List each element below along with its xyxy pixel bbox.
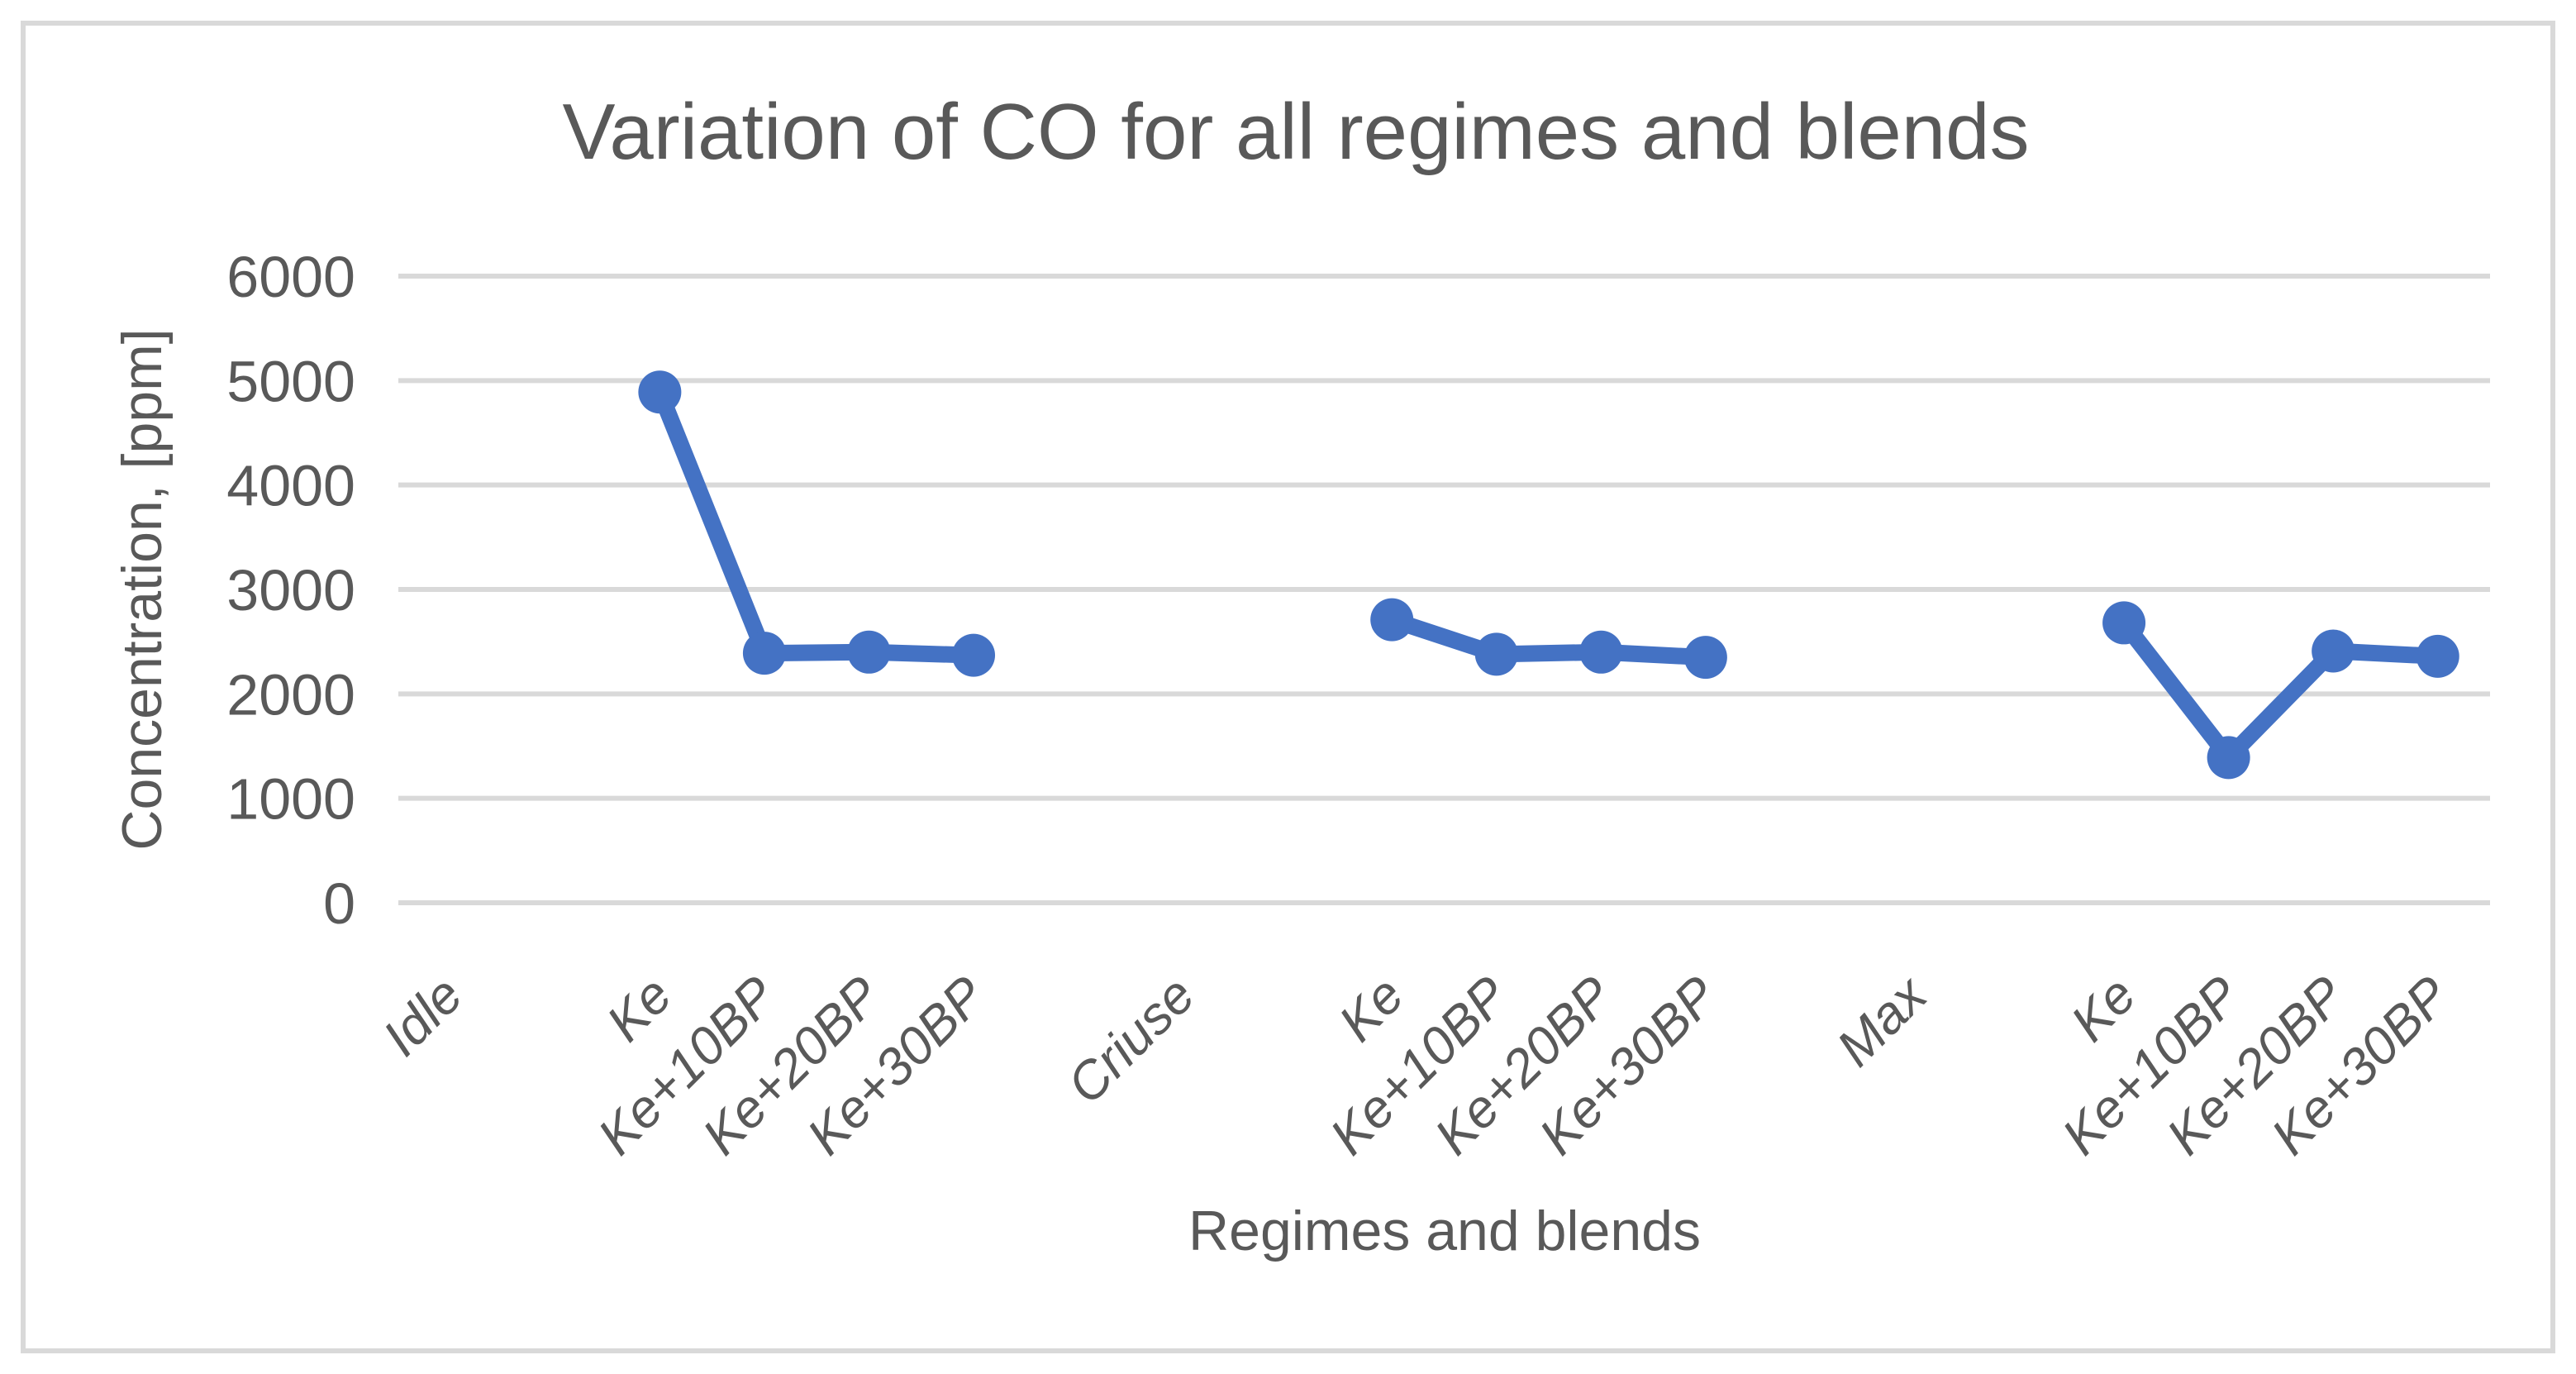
data-point-marker	[1474, 632, 1518, 676]
y-axis-tick-labels: 0 1000 2000 3000 4000 5000 6000	[226, 245, 355, 936]
x-tick-label-idle: Idle	[371, 965, 474, 1067]
series-line-segment	[1383, 611, 1714, 666]
y-tick-label-5000: 5000	[226, 349, 355, 413]
series-line-segment	[651, 384, 983, 664]
x-tick-label-max: Max	[1825, 964, 1939, 1078]
y-tick-label-6000: 6000	[226, 245, 355, 309]
data-point-marker	[1370, 598, 1414, 642]
y-tick-label-4000: 4000	[226, 454, 355, 518]
series-line-segment	[2116, 614, 2446, 766]
data-point-marker	[1683, 636, 1727, 680]
data-point-marker	[2312, 629, 2355, 673]
data-point-marker	[742, 632, 786, 675]
data-point-marker	[1579, 630, 1623, 674]
data-point-marker	[2102, 601, 2146, 645]
data-point-marker	[952, 633, 996, 677]
data-point-marker	[638, 370, 682, 414]
data-point-marker	[2207, 736, 2250, 780]
x-axis-title: Regimes and blends	[1188, 1200, 1701, 1262]
y-tick-label-3000: 3000	[226, 558, 355, 623]
data-point-marker	[2416, 634, 2459, 678]
y-axis-title: Concentration, [ppm]	[111, 328, 174, 850]
chart-title: Variation of CO for all regimes and blen…	[562, 88, 2029, 176]
y-tick-label-1000: 1000	[226, 767, 355, 832]
gridlines	[398, 274, 2490, 905]
x-tick-label-criuse: Criuse	[1055, 965, 1206, 1115]
y-tick-label-0: 0	[323, 871, 355, 936]
data-point-marker	[847, 630, 891, 674]
y-tick-label-2000: 2000	[226, 662, 355, 727]
figure-border	[21, 21, 2555, 1353]
data-series-co	[638, 370, 2459, 780]
